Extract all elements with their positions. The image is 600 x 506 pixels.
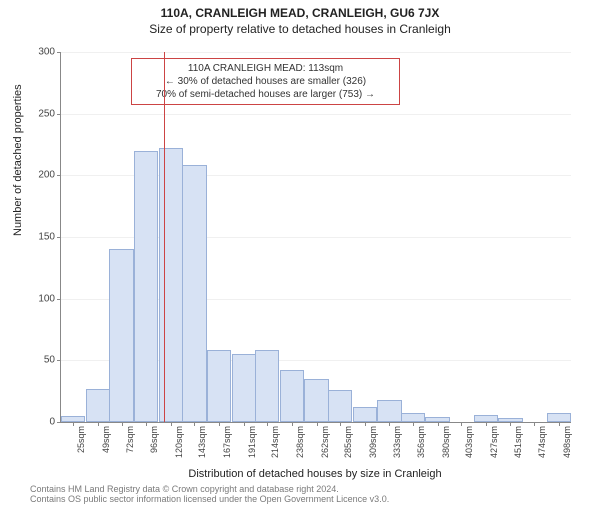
x-tick-mark	[292, 422, 293, 426]
x-tick-label: 238sqm	[295, 426, 305, 466]
plot-region: 110A CRANLEIGH MEAD: 113sqm ← 30% of det…	[60, 52, 571, 423]
caption-line-2: Contains OS public sector information li…	[30, 494, 389, 504]
x-tick-mark	[267, 422, 268, 426]
x-tick-mark	[171, 422, 172, 426]
x-tick-label: 167sqm	[222, 426, 232, 466]
y-tick-label: 250	[15, 108, 55, 119]
y-tick-label: 50	[15, 355, 55, 366]
x-tick-label: 214sqm	[270, 426, 280, 466]
histogram-bar	[207, 350, 231, 422]
y-tick-label: 0	[15, 417, 55, 428]
y-tick-label: 100	[15, 293, 55, 304]
histogram-bar	[182, 165, 206, 422]
histogram-bar	[280, 370, 304, 422]
footer-caption: Contains HM Land Registry data © Crown c…	[30, 484, 389, 504]
y-tick-mark	[57, 237, 61, 238]
x-tick-label: 333sqm	[392, 426, 402, 466]
gridline	[61, 52, 571, 53]
y-tick-label: 300	[15, 47, 55, 58]
x-tick-mark	[559, 422, 560, 426]
property-marker-line	[164, 52, 165, 422]
x-tick-mark	[219, 422, 220, 426]
x-tick-mark	[461, 422, 462, 426]
x-tick-label: 427sqm	[489, 426, 499, 466]
y-tick-mark	[57, 52, 61, 53]
x-tick-label: 451sqm	[513, 426, 523, 466]
chart-title-address: 110A, CRANLEIGH MEAD, CRANLEIGH, GU6 7JX	[0, 6, 600, 20]
x-tick-mark	[438, 422, 439, 426]
x-tick-mark	[317, 422, 318, 426]
x-tick-label: 143sqm	[197, 426, 207, 466]
x-tick-mark	[534, 422, 535, 426]
x-tick-label: 474sqm	[537, 426, 547, 466]
y-axis-label: Number of detached properties	[12, 84, 24, 236]
histogram-bar	[159, 148, 183, 422]
y-tick-mark	[57, 175, 61, 176]
gridline	[61, 114, 571, 115]
x-tick-mark	[194, 422, 195, 426]
x-tick-mark	[122, 422, 123, 426]
x-tick-mark	[365, 422, 366, 426]
histogram-bar	[304, 379, 328, 422]
histogram-bar	[474, 415, 498, 422]
x-tick-label: 356sqm	[416, 426, 426, 466]
x-tick-label: 262sqm	[320, 426, 330, 466]
histogram-bar	[377, 400, 401, 422]
annotation-line-2: ← 30% of detached houses are smaller (32…	[138, 75, 393, 88]
y-tick-label: 200	[15, 170, 55, 181]
histogram-bar	[86, 389, 110, 422]
y-tick-mark	[57, 360, 61, 361]
x-tick-mark	[340, 422, 341, 426]
x-axis-label: Distribution of detached houses by size …	[60, 468, 570, 480]
histogram-bar	[134, 151, 158, 422]
annotation-line-3: 70% of semi-detached houses are larger (…	[138, 88, 393, 101]
histogram-bar	[328, 390, 352, 422]
y-tick-mark	[57, 114, 61, 115]
x-tick-mark	[486, 422, 487, 426]
x-tick-mark	[510, 422, 511, 426]
histogram-bar	[255, 350, 279, 422]
histogram-bar	[353, 407, 377, 422]
x-tick-label: 309sqm	[368, 426, 378, 466]
histogram-chart: 110A CRANLEIGH MEAD: 113sqm ← 30% of det…	[60, 52, 570, 422]
annotation-line-1: 110A CRANLEIGH MEAD: 113sqm	[138, 62, 393, 75]
histogram-bar	[401, 413, 425, 422]
y-tick-mark	[57, 299, 61, 300]
y-tick-mark	[57, 422, 61, 423]
x-tick-mark	[413, 422, 414, 426]
x-tick-label: 49sqm	[101, 426, 111, 466]
chart-title-subtitle: Size of property relative to detached ho…	[0, 22, 600, 36]
y-tick-label: 150	[15, 232, 55, 243]
histogram-bar	[109, 249, 133, 422]
x-tick-mark	[73, 422, 74, 426]
x-tick-mark	[389, 422, 390, 426]
histogram-bar	[547, 413, 571, 422]
x-tick-label: 403sqm	[464, 426, 474, 466]
x-tick-label: 285sqm	[343, 426, 353, 466]
x-tick-label: 380sqm	[441, 426, 451, 466]
x-tick-label: 191sqm	[247, 426, 257, 466]
x-tick-mark	[244, 422, 245, 426]
caption-line-1: Contains HM Land Registry data © Crown c…	[30, 484, 389, 494]
x-tick-label: 120sqm	[174, 426, 184, 466]
x-tick-mark	[146, 422, 147, 426]
x-tick-label: 96sqm	[149, 426, 159, 466]
x-tick-label: 72sqm	[125, 426, 135, 466]
annotation-box: 110A CRANLEIGH MEAD: 113sqm ← 30% of det…	[131, 58, 400, 105]
histogram-bar	[232, 354, 256, 422]
x-tick-label: 498sqm	[562, 426, 572, 466]
x-tick-mark	[98, 422, 99, 426]
x-tick-label: 25sqm	[76, 426, 86, 466]
